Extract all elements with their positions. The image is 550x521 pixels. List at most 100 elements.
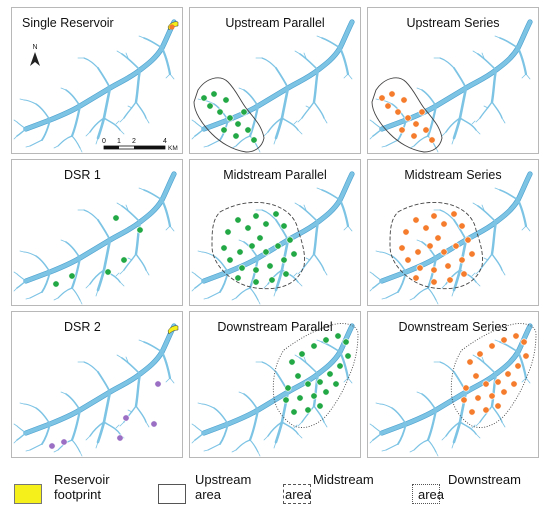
reservoir-site xyxy=(290,408,298,416)
downstream-swatch xyxy=(412,484,440,504)
reservoir-site xyxy=(404,114,412,122)
map-down-ser xyxy=(369,323,537,457)
reservoir-site xyxy=(294,372,302,380)
legend-reservoir-line2: footprint xyxy=(54,487,101,502)
reservoir-site xyxy=(282,396,290,404)
reservoir-site xyxy=(316,402,324,410)
river-network xyxy=(13,171,177,305)
reservoir-site xyxy=(426,242,434,250)
panel-dsr1: DSR 1 xyxy=(11,159,183,306)
reservoir-site xyxy=(416,264,424,272)
panel-downstream-parallel: Downstream Parallel xyxy=(189,311,361,458)
reservoir-site xyxy=(284,384,292,392)
map-up-ser xyxy=(369,19,533,153)
map-dsr1 xyxy=(13,171,177,305)
reservoir-site xyxy=(450,210,458,218)
scale-tick-label: 2 xyxy=(132,138,136,145)
reservoir-site xyxy=(116,434,124,442)
reservoir-site xyxy=(248,242,256,250)
reservoir-site xyxy=(468,250,476,258)
reservoir-site xyxy=(500,388,508,396)
reservoir-site xyxy=(440,220,448,228)
scale-unit: KM xyxy=(168,145,178,152)
reservoir-site xyxy=(48,442,56,450)
reservoir-site xyxy=(266,262,274,270)
reservoir-site xyxy=(52,280,60,288)
reservoir-site xyxy=(252,212,260,220)
reservoir-site xyxy=(234,216,242,224)
panel-upstream-series: Upstream Series xyxy=(367,7,539,154)
reservoir-site xyxy=(446,276,454,284)
reservoir-site xyxy=(458,222,466,230)
panel-title: DSR 2 xyxy=(64,320,101,334)
panel-single-reservoir: N 0 1 2 4 KM Single Reservoir xyxy=(11,7,183,154)
reservoir-site xyxy=(234,274,242,282)
downstream-area-outline xyxy=(272,323,359,428)
dsr1-reservoirs xyxy=(52,214,144,288)
reservoir-site xyxy=(402,228,410,236)
reservoir-site xyxy=(504,370,512,378)
river-network xyxy=(191,323,355,457)
reservoir-site xyxy=(378,94,386,102)
map-mid-par xyxy=(191,171,355,305)
reservoir-site xyxy=(412,120,420,128)
panel-dsr2: DSR 2 xyxy=(11,311,183,458)
reservoir-site xyxy=(262,248,270,256)
reservoir-site xyxy=(250,136,258,144)
reservoir-site xyxy=(120,256,128,264)
upstream-swatch xyxy=(158,484,186,504)
reservoir-site xyxy=(472,372,480,380)
reservoir-site xyxy=(434,234,442,242)
reservoir-site xyxy=(482,406,490,414)
reservoir-site xyxy=(474,394,482,402)
reservoir-site xyxy=(234,120,242,128)
reservoir-site xyxy=(288,358,296,366)
panel-title: Midstream Parallel xyxy=(223,168,327,182)
legend-reservoir-line1: Reservoir xyxy=(54,472,110,487)
reservoir-site xyxy=(150,420,158,428)
reservoir-site xyxy=(476,350,484,358)
reservoir-site xyxy=(410,132,418,140)
reservoir-site xyxy=(232,132,240,140)
reservoir-site xyxy=(444,262,452,270)
reservoir-site xyxy=(280,222,288,230)
series-reservoirs xyxy=(398,210,476,286)
reservoir-site xyxy=(460,270,468,278)
legend: Reservoir footprint Upstream area Midstr… xyxy=(0,470,550,521)
reservoir-site xyxy=(336,362,344,370)
reservoir-site xyxy=(400,96,408,104)
panel-downstream-series: Downstream Series xyxy=(367,311,539,458)
reservoir-site xyxy=(404,256,412,264)
reservoir-site xyxy=(494,402,502,410)
series-reservoirs xyxy=(460,332,530,416)
scale-bar xyxy=(103,145,166,150)
reservoir-site xyxy=(252,266,260,274)
reservoir-site xyxy=(414,248,422,256)
parallel-reservoirs xyxy=(200,90,258,144)
reservoir-site xyxy=(412,274,420,282)
panel-title: Upstream Parallel xyxy=(225,16,325,30)
parallel-reservoirs xyxy=(282,332,352,416)
reservoir-site xyxy=(112,214,120,222)
reservoir-site xyxy=(240,108,248,116)
reservoir-site xyxy=(332,380,340,388)
reservoir-site xyxy=(104,268,112,276)
reservoir-site xyxy=(262,220,270,228)
reservoir-site xyxy=(298,350,306,358)
reservoir-site xyxy=(226,114,234,122)
reservoir-site xyxy=(272,210,280,218)
reservoir-site xyxy=(384,102,392,110)
panel-title: DSR 1 xyxy=(64,168,101,182)
reservoir-site xyxy=(326,370,334,378)
reservoir-site xyxy=(458,256,466,264)
legend-midstream-line2: area xyxy=(285,487,312,502)
map-down-par xyxy=(191,323,359,457)
reservoir-site xyxy=(310,342,318,350)
reservoir-footprint xyxy=(167,325,179,335)
north-label: N xyxy=(32,44,37,51)
upstream-area-outline xyxy=(371,77,443,153)
panel-title: Upstream Series xyxy=(406,16,500,30)
map-mid-ser xyxy=(369,171,533,305)
north-arrow-icon xyxy=(30,52,40,66)
reservoir-site xyxy=(388,90,396,98)
